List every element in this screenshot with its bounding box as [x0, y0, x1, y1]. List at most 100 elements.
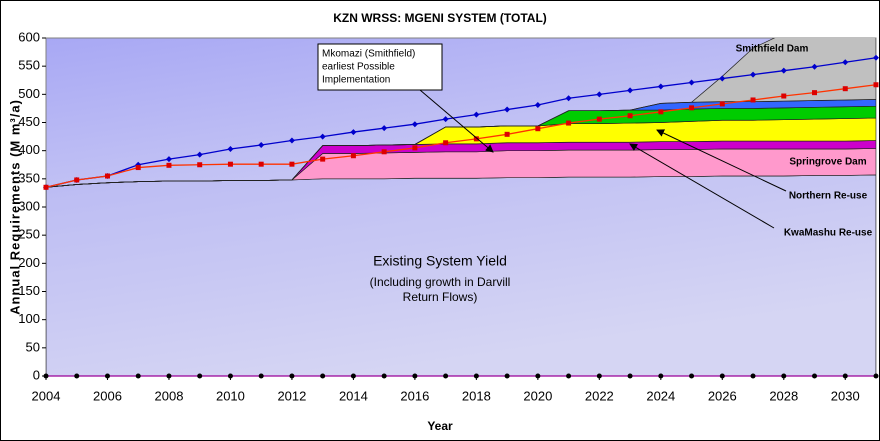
- marker: [74, 177, 80, 183]
- marker: [627, 373, 633, 379]
- marker: [135, 373, 141, 379]
- series-label: Springrove Dam: [789, 157, 866, 168]
- series-label: Smithfield Dam: [736, 44, 809, 55]
- series-label: Existing System Yield: [373, 253, 507, 269]
- marker: [534, 102, 541, 109]
- marker: [319, 133, 326, 140]
- marker: [504, 106, 511, 113]
- annotation: Return Flows): [403, 290, 478, 304]
- marker: [197, 162, 203, 168]
- y-tick-label: 300: [18, 198, 40, 213]
- marker: [288, 137, 295, 144]
- marker: [565, 95, 572, 102]
- marker: [750, 71, 757, 78]
- marker: [658, 109, 664, 115]
- marker: [627, 87, 634, 94]
- y-tick-label: 500: [18, 86, 40, 101]
- marker: [750, 97, 756, 103]
- x-tick-label: 2006: [93, 388, 122, 403]
- marker: [566, 373, 572, 379]
- y-tick-label: 400: [18, 142, 40, 157]
- chart-title: KZN WRSS: MGENI SYSTEM (TOTAL): [333, 11, 547, 25]
- area: [46, 38, 876, 188]
- marker: [689, 373, 695, 379]
- marker: [411, 121, 418, 128]
- marker: [258, 161, 264, 167]
- marker: [43, 184, 49, 190]
- marker: [473, 111, 480, 118]
- arrow: [419, 89, 494, 153]
- marker: [196, 151, 203, 158]
- y-tick-label: 450: [18, 114, 40, 129]
- y-tick-label: 350: [18, 170, 40, 185]
- arrow: [629, 143, 775, 229]
- x-tick-label: 2026: [708, 388, 737, 403]
- x-tick-label: 2010: [216, 388, 245, 403]
- marker: [811, 63, 818, 70]
- x-tick-label: 2020: [523, 388, 552, 403]
- x-tick-label: 2028: [769, 388, 798, 403]
- marker: [627, 113, 633, 119]
- marker: [227, 145, 234, 152]
- annotation: Mkomazi (Smithfield): [322, 49, 415, 60]
- overlay: Existing System Yield Springrove Dam KwaMa…: [43, 43, 879, 379]
- marker: [535, 126, 541, 132]
- y-tick-label: 550: [18, 58, 40, 73]
- marker: [135, 165, 141, 171]
- marker: [165, 156, 172, 163]
- y-tick-label: 50: [26, 339, 40, 354]
- y-tick-label: 200: [18, 255, 40, 270]
- marker: [688, 79, 695, 86]
- marker: [258, 142, 265, 149]
- line: [45, 84, 877, 188]
- x-tick-label: 2024: [646, 388, 675, 403]
- marker: [657, 83, 664, 90]
- marker: [74, 373, 80, 379]
- marker: [596, 91, 603, 98]
- areas: [46, 38, 876, 376]
- series-label: KwaMashu Re-use: [784, 228, 873, 239]
- marker: [781, 93, 787, 99]
- marker: [780, 67, 787, 74]
- y-tick-label: 0: [33, 367, 40, 382]
- marker: [350, 153, 356, 159]
- marker: [350, 129, 357, 136]
- marker: [719, 75, 726, 82]
- marker: [227, 161, 233, 167]
- annotation: earliest Possible: [322, 62, 395, 73]
- line: [45, 57, 877, 188]
- marker: [166, 162, 172, 168]
- y-tick-label: 150: [18, 283, 40, 298]
- marker: [258, 373, 264, 379]
- arrow: [656, 129, 787, 192]
- marker: [873, 82, 879, 88]
- x-axis-label: Year: [427, 419, 453, 433]
- annotation: (Including growth in Darvill: [370, 275, 511, 289]
- marker: [842, 59, 849, 66]
- x-tick-label: 2030: [831, 388, 860, 403]
- annotation-box: [317, 43, 443, 91]
- x-tick-label: 2018: [462, 388, 491, 403]
- marker: [443, 140, 449, 146]
- marker: [873, 54, 879, 61]
- x-tick-label: 2014: [339, 388, 368, 403]
- marker: [750, 373, 756, 379]
- series-label: Northern Re-use: [789, 191, 868, 202]
- x-tick-label: 2008: [155, 388, 184, 403]
- x-tick-label: 2022: [585, 388, 614, 403]
- y-tick-label: 250: [18, 227, 40, 242]
- marker: [320, 373, 326, 379]
- marker: [381, 125, 388, 132]
- marker: [442, 116, 449, 123]
- marker: [596, 116, 602, 122]
- marker: [381, 149, 387, 155]
- marker: [873, 373, 879, 379]
- marker: [719, 101, 725, 107]
- marker: [289, 161, 295, 167]
- marker: [197, 373, 203, 379]
- y-axis-label: Annual Requirements (M m³/a): [7, 99, 22, 315]
- marker: [812, 373, 818, 379]
- marker: [842, 86, 848, 92]
- marker: [566, 120, 572, 126]
